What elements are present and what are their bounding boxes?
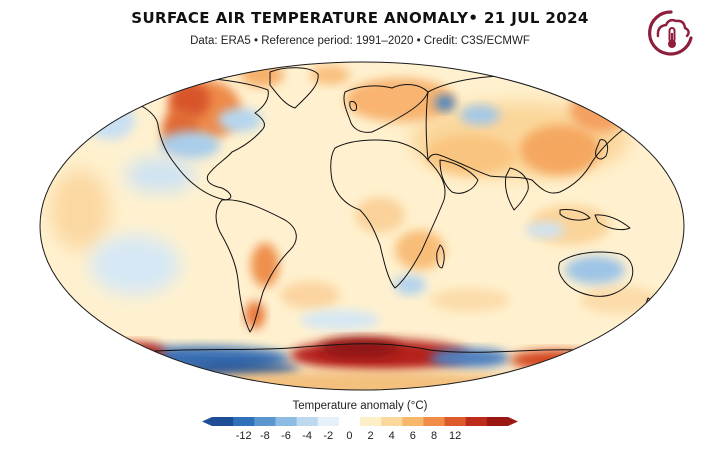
colorbar-tick-label: -6 — [281, 430, 291, 442]
globe-outline — [39, 61, 685, 391]
colorbar-segment — [233, 417, 255, 426]
colorbar-segment — [465, 417, 488, 426]
colorbar-left-arrow — [202, 417, 212, 426]
colorbar-segment — [275, 417, 297, 426]
world-anomaly-map — [39, 61, 685, 391]
colorbar-title: Temperature anomaly (°C) — [292, 400, 428, 412]
colorbar-tick-label: -4 — [302, 430, 312, 442]
colorbar-tick-label: -12 — [236, 430, 252, 442]
colorbar-tick-label: 2 — [368, 430, 374, 442]
c3s-thermometer-logo-icon — [648, 10, 693, 56]
colorbar-segment — [338, 417, 361, 426]
map-subtitle: Data: ERA5 • Reference period: 1991–2020… — [190, 35, 530, 47]
colorbar-segment — [254, 417, 276, 426]
colorbar-segment — [212, 417, 234, 426]
colorbar-tick-label: 8 — [431, 430, 437, 442]
map-title: SURFACE AIR TEMPERATURE ANOMALY• 21 JUL … — [131, 9, 589, 27]
colorbar-segment — [486, 417, 509, 426]
colorbar-segment — [360, 417, 382, 426]
colorbar-segment — [444, 417, 467, 426]
colorbar-segment — [402, 417, 424, 426]
colorbar-tick-label: 6 — [410, 430, 416, 442]
colorbar-tick-label: -8 — [260, 430, 270, 442]
colorbar-right-arrow — [508, 417, 518, 426]
colorbar-tick-label: 0 — [346, 430, 352, 442]
colorbar-tick-label: 12 — [449, 430, 461, 442]
colorbar-tick-label: 4 — [389, 430, 395, 442]
colorbar-segment — [423, 417, 445, 426]
colorbar-segment — [296, 417, 319, 426]
colorbar-segment — [381, 417, 403, 426]
colorbar-tick-label: -2 — [323, 430, 333, 442]
colorbar-segment — [317, 417, 340, 426]
